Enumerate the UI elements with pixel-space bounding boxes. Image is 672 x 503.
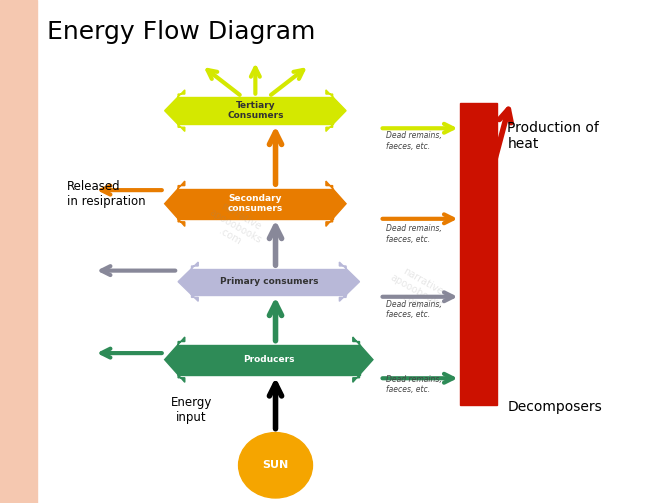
Bar <box>0 0 37 503</box>
Text: Primary consumers: Primary consumers <box>220 277 318 286</box>
Text: Producers: Producers <box>243 355 294 364</box>
FancyArrow shape <box>165 337 185 382</box>
Bar <box>178 345 360 375</box>
Text: narrative
apooobooks
.com: narrative apooobooks .com <box>383 263 450 321</box>
Text: SUN: SUN <box>262 460 289 470</box>
FancyArrow shape <box>353 337 373 382</box>
Text: Energy
input: Energy input <box>171 396 212 424</box>
Text: Energy Flow Diagram: Energy Flow Diagram <box>47 20 315 44</box>
Text: Dead remains,
faeces, etc.: Dead remains, faeces, etc. <box>386 131 442 150</box>
Text: narrative
apooobooks
.com: narrative apooobooks .com <box>202 197 269 256</box>
FancyArrow shape <box>165 181 185 226</box>
Bar <box>178 97 333 124</box>
Text: Secondary
consumers: Secondary consumers <box>228 194 283 213</box>
Text: Tertiary
Consumers: Tertiary Consumers <box>227 101 284 120</box>
Bar <box>192 269 346 295</box>
FancyArrow shape <box>165 90 185 131</box>
Bar <box>178 189 333 219</box>
Text: Dead remains,
faeces, etc.: Dead remains, faeces, etc. <box>386 375 442 394</box>
FancyArrow shape <box>326 90 346 131</box>
Text: Decomposers: Decomposers <box>507 400 602 414</box>
FancyArrow shape <box>326 181 346 226</box>
Text: Released
in resipration: Released in resipration <box>67 180 146 208</box>
Text: Production of
heat: Production of heat <box>507 121 599 151</box>
FancyArrow shape <box>339 262 360 301</box>
Text: Dead remains,
faeces, etc.: Dead remains, faeces, etc. <box>386 300 442 319</box>
Bar <box>460 103 497 405</box>
Ellipse shape <box>239 433 312 498</box>
Text: Dead remains,
faeces, etc.: Dead remains, faeces, etc. <box>386 224 442 243</box>
FancyArrow shape <box>178 262 198 301</box>
